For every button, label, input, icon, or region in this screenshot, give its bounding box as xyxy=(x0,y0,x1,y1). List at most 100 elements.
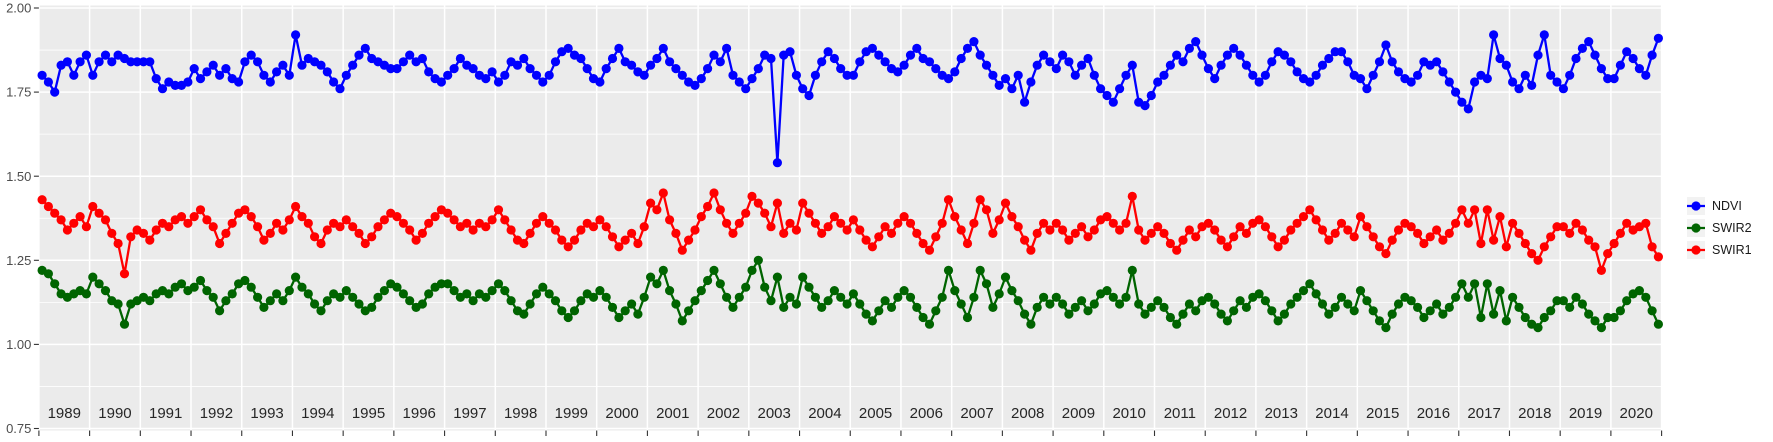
ndvi-data-point xyxy=(550,57,561,67)
swir2-data-point xyxy=(817,302,827,312)
ndvi-data-point xyxy=(1634,64,1644,74)
ndvi-data-point xyxy=(1495,53,1505,64)
ndvi-data-point xyxy=(1311,70,1321,80)
swir1-data-point xyxy=(988,228,998,238)
swir1-data-point xyxy=(94,208,104,218)
swir1-data-point xyxy=(373,222,383,232)
swir2-data-point xyxy=(81,289,91,299)
swir2-data-point xyxy=(1381,323,1391,333)
swir2-data-point xyxy=(1254,289,1264,299)
ndvi-data-point xyxy=(107,57,117,67)
swir2-data-point xyxy=(246,282,256,292)
swir1-data-point xyxy=(1146,228,1156,238)
swir2-data-point xyxy=(398,289,408,299)
ndvi-data-point xyxy=(538,77,548,87)
swir2-data-point xyxy=(1146,302,1156,312)
swir1-data-point xyxy=(1355,212,1366,222)
ndvi-data-point xyxy=(1279,50,1289,60)
ndvi-data-point xyxy=(1584,37,1594,47)
ndvi-data-point xyxy=(1330,47,1340,57)
swir1-data-point xyxy=(379,215,389,225)
x-tick-label: 1997 xyxy=(453,405,486,422)
swir2-data-point xyxy=(1032,302,1042,312)
swir1-data-point xyxy=(367,232,377,242)
swir2-data-point xyxy=(487,286,497,296)
ndvi-data-point xyxy=(1432,57,1442,67)
swir1-data-point xyxy=(113,238,123,249)
swir1-data-point xyxy=(975,195,985,205)
ndvi-data-point xyxy=(956,53,966,64)
ndvi-data-point xyxy=(62,57,72,67)
swir2-data-point xyxy=(208,292,218,302)
swir1-data-point xyxy=(994,215,1004,225)
swir1-data-point xyxy=(1419,238,1429,249)
swir2-data-point xyxy=(753,255,763,265)
swir1-data-point xyxy=(1292,218,1302,228)
swir2-data-point xyxy=(1495,286,1505,296)
ndvi-data-point xyxy=(1653,33,1663,43)
ndvi-data-point xyxy=(1527,80,1537,90)
ndvi-data-point xyxy=(785,47,795,57)
swir2-data-point xyxy=(905,292,916,302)
swir1-data-point xyxy=(817,228,827,238)
swir1-data-point xyxy=(119,269,130,279)
x-tick-label: 2015 xyxy=(1366,405,1399,422)
swir1-data-point xyxy=(1083,232,1093,242)
ndvi-data-point xyxy=(829,53,840,64)
ndvi-data-point xyxy=(1197,50,1207,60)
swir1-data-point xyxy=(753,198,763,208)
swir2-data-point xyxy=(1007,286,1017,296)
swir2-data-point xyxy=(119,319,130,329)
swir2-data-point xyxy=(1330,302,1340,312)
ndvi-data-point xyxy=(1121,70,1131,80)
swir1-data-point xyxy=(886,228,897,238)
ndvi-data-point xyxy=(1165,60,1175,70)
ndvi-data-point xyxy=(525,64,535,74)
ndvi-data-point xyxy=(1546,70,1556,80)
ndvi-data-point xyxy=(1064,57,1074,67)
swir1-data-point xyxy=(538,212,548,222)
swir2-data-point xyxy=(1134,299,1144,309)
ndvi-data-point xyxy=(1241,60,1251,70)
ndvi-data-point xyxy=(741,84,751,94)
swir1-data-point xyxy=(303,218,313,228)
ndvi-data-point xyxy=(791,70,802,80)
ndvi-data-point xyxy=(468,64,478,74)
swir1-data-point xyxy=(1178,235,1188,245)
ndvi-data-point xyxy=(1172,50,1182,60)
ndvi-data-point xyxy=(671,64,681,74)
swir2-data-point xyxy=(240,275,250,286)
swir2-data-point xyxy=(760,282,770,292)
ndvi-data-point xyxy=(975,50,985,60)
swir1-data-point xyxy=(1596,265,1606,275)
ndvi-data-point xyxy=(798,84,808,94)
ndvi-data-point xyxy=(405,50,415,60)
swir2-data-point xyxy=(202,286,212,296)
swir1-data-point xyxy=(905,218,916,228)
swir1-data-point xyxy=(1552,222,1562,232)
ndvi-data-point xyxy=(1254,77,1264,87)
swir2-data-point xyxy=(709,265,719,275)
legend-point-icon xyxy=(1691,201,1701,211)
swir1-data-point xyxy=(1064,235,1074,245)
ndvi-data-point xyxy=(1406,77,1416,87)
x-tick-label: 1992 xyxy=(200,405,233,422)
swir1-data-point xyxy=(1368,232,1378,242)
swir2-data-point xyxy=(341,286,351,296)
ndvi-data-point xyxy=(1470,77,1480,87)
ndvi-data-point xyxy=(322,67,332,77)
swir1-data-point xyxy=(69,218,79,228)
swir2-data-point xyxy=(1539,312,1549,323)
swir2-data-point xyxy=(1603,312,1613,323)
legend-point-icon xyxy=(1691,245,1701,255)
swir2-data-point xyxy=(1368,306,1378,316)
swir2-data-point xyxy=(253,292,263,302)
swir1-data-point xyxy=(1165,238,1175,249)
swir1-data-point xyxy=(633,238,643,249)
ndvi-data-point xyxy=(722,43,732,54)
swir1-data-point xyxy=(747,191,757,201)
ndvi-data-point xyxy=(1343,57,1353,67)
swir1-data-point xyxy=(272,218,282,228)
swir2-data-point xyxy=(481,292,491,302)
swir2-data-point xyxy=(1444,302,1454,312)
